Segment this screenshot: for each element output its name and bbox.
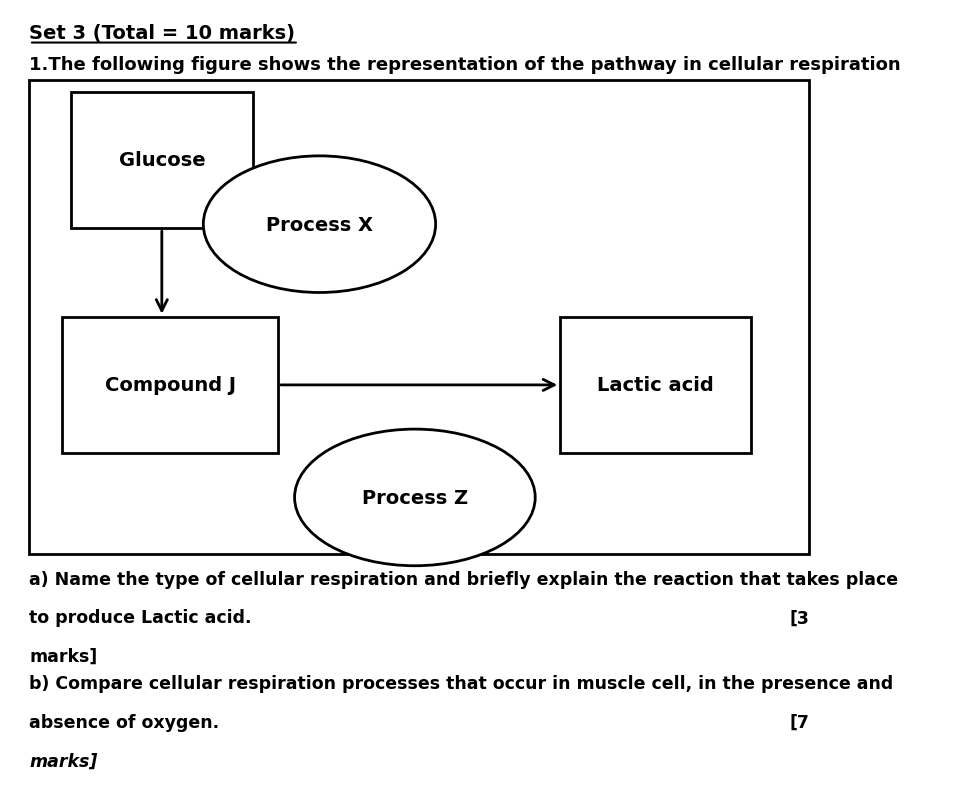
Text: Set 3 (Total = 10 marks): Set 3 (Total = 10 marks) — [29, 24, 295, 43]
Text: Compound J: Compound J — [104, 376, 235, 395]
Text: b) Compare cellular respiration processes that occur in muscle cell, in the pres: b) Compare cellular respiration processe… — [29, 675, 893, 693]
Text: to produce Lactic acid.: to produce Lactic acid. — [29, 608, 252, 627]
Text: Process Z: Process Z — [362, 488, 468, 508]
Text: [3: [3 — [790, 608, 809, 627]
FancyBboxPatch shape — [62, 317, 278, 453]
FancyBboxPatch shape — [70, 92, 253, 229]
Text: Glucose: Glucose — [118, 151, 205, 170]
Ellipse shape — [295, 430, 535, 566]
Text: marks]: marks] — [29, 752, 98, 770]
Text: 1.The following figure shows the representation of the pathway in cellular respi: 1.The following figure shows the represe… — [29, 56, 901, 75]
Text: Process X: Process X — [266, 216, 373, 234]
Text: absence of oxygen.: absence of oxygen. — [29, 713, 220, 731]
FancyBboxPatch shape — [560, 317, 751, 453]
Text: marks]: marks] — [29, 647, 98, 665]
Text: Lactic acid: Lactic acid — [597, 376, 713, 395]
Text: [7: [7 — [790, 713, 809, 731]
Ellipse shape — [203, 157, 435, 293]
Text: a) Name the type of cellular respiration and briefly explain the reaction that t: a) Name the type of cellular respiration… — [29, 570, 898, 588]
Bar — [29, 80, 809, 554]
